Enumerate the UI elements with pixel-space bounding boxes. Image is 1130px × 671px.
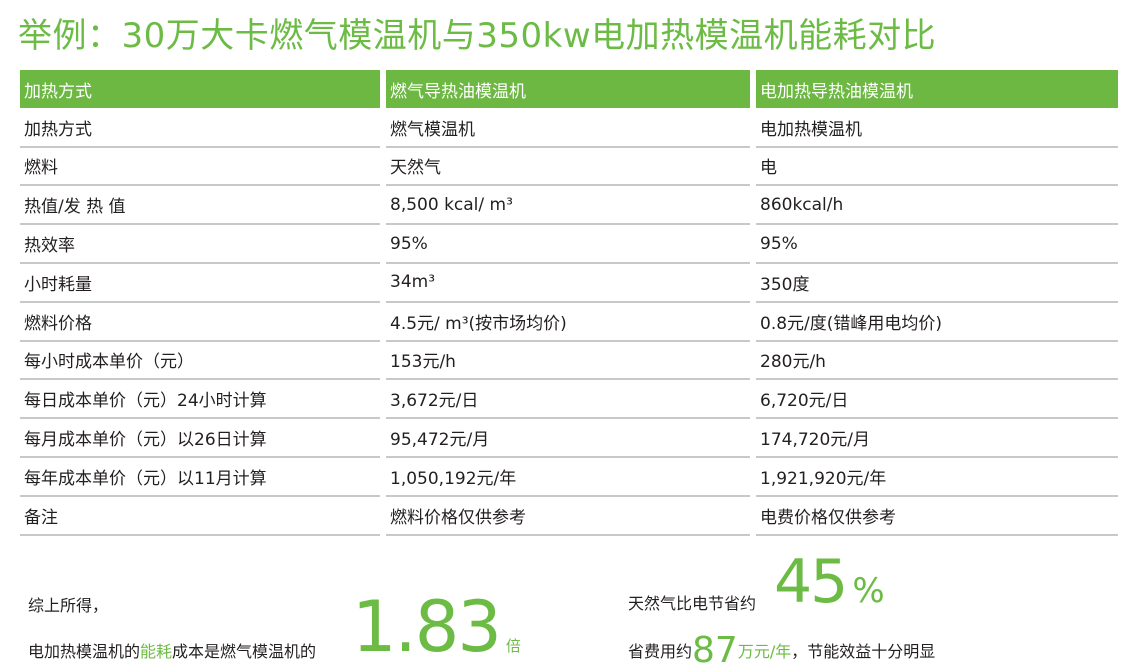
table-cell: 热效率 <box>20 225 380 264</box>
table-cell: 174,720元/月 <box>756 419 1118 458</box>
table-cell: 每月成本单价（元）以26日计算 <box>20 419 380 458</box>
table-row: 每小时成本单价（元） 153元/h 280元/h <box>20 342 1118 381</box>
table-cell: 34m³ <box>386 264 750 303</box>
text: 电加热模温机的 <box>28 642 141 661</box>
highlight: 能耗 <box>140 642 173 661</box>
cost-value: 87 <box>692 630 738 671</box>
table-row: 燃料 天然气电 <box>20 148 1118 187</box>
table-cell: 加热方式 <box>20 109 380 148</box>
table-cell: 燃料价格仅供参考 <box>386 497 750 536</box>
table-cell: 天然气 <box>386 148 750 187</box>
table-row: 小时耗量 34m³ 350度 <box>20 264 1118 303</box>
table-cell: 备注 <box>20 497 380 536</box>
save-group: 45 % <box>774 547 885 617</box>
table-row: 热效率 95% 95% <box>20 225 1118 264</box>
table-body: 加热方式 燃气模温机 电加热模温机 燃料 天然气电热值/发 热 值 8,500 kcal/… <box>20 109 1118 536</box>
table-cell: 1,050,192元/年 <box>386 458 750 497</box>
table-cell: 280元/h <box>756 342 1118 381</box>
table-cell: 小时耗量 <box>20 264 380 303</box>
cost-unit: 万元/年 <box>737 642 792 661</box>
page-title: 举例：30万大卡燃气模温机与350kw电加热模温机能耗对比 <box>18 16 937 56</box>
table-cell: 350度 <box>756 264 1118 303</box>
text: 省费用约 <box>628 642 693 661</box>
table-cell: 燃气模温机 <box>386 109 750 148</box>
table-cell: 95,472元/月 <box>386 419 750 458</box>
text: ，节能效益十分明显 <box>791 642 936 661</box>
table-cell: 电费价格仅供参考 <box>756 497 1118 536</box>
table-row: 每月成本单价（元）以26日计算 95,472元/月 174,720元/月 <box>20 419 1118 458</box>
table-cell: 6,720元/日 <box>756 380 1118 420</box>
ratio-group: 1.83 倍 <box>352 592 521 662</box>
table-cell: 1,921,920元/年 <box>756 458 1118 497</box>
table-row: 燃料价格 4.5元/ m³(按市场均价) 0.8元/度(错峰用电均价) <box>20 303 1118 342</box>
text: 成本是燃气模温机的 <box>172 642 317 661</box>
table-cell: 电 <box>756 148 1118 187</box>
ratio-value: 1.83 <box>352 586 502 668</box>
table-cell: 95% <box>386 225 750 264</box>
table-cell: 燃料 <box>20 148 380 187</box>
table-cell: 0.8元/度(错峰用电均价) <box>756 303 1118 342</box>
table-row: 每年成本单价（元）以11月计算 1,050,192元/年 1,921,920元/年 <box>20 458 1118 497</box>
table-row: 备注 燃料价格仅供参考 电费价格仅供参考 <box>20 497 1118 536</box>
summary-line2: 电加热模温机的能耗成本是燃气模温机的 <box>28 638 316 662</box>
table-cell: 860kcal/h <box>756 186 1118 226</box>
ratio-unit: 倍 <box>505 637 521 655</box>
table-cell: 8,500 kcal/ m³ <box>386 186 750 226</box>
save-percent: 45 <box>774 547 848 617</box>
percent-sign: % <box>852 571 884 611</box>
header-cell: 燃气导热油模温机 <box>386 70 750 108</box>
table-cell: 4.5元/ m³(按市场均价) <box>386 303 750 342</box>
table-cell: 95% <box>756 225 1118 264</box>
table-cell: 每日成本单价（元）24小时计算 <box>20 380 380 420</box>
table-cell: 热值/发 热 值 <box>20 186 380 226</box>
save-label: 天然气比电节省约 <box>628 594 757 613</box>
table-header: 加热方式 燃气导热油模温机 电加热导热油模温机 <box>20 70 1118 109</box>
table-cell: 153元/h <box>386 342 750 381</box>
table-cell: 每小时成本单价（元） <box>20 342 380 381</box>
summary-line1: 综上所得， <box>28 596 109 615</box>
table-row: 热值/发 热 值 8,500 kcal/ m³ 860kcal/h <box>20 186 1118 226</box>
table-row: 加热方式 燃气模温机 电加热模温机 <box>20 109 1118 148</box>
header-cell: 加热方式 <box>20 70 380 108</box>
table-cell: 3,672元/日 <box>386 380 750 420</box>
comparison-table: 加热方式 燃气导热油模温机 电加热导热油模温机 加热方式 燃气模温机 电加热模温机燃… <box>20 70 1118 536</box>
table-row: 每日成本单价（元）24小时计算 3,672元/日 6,720元/日 <box>20 380 1118 420</box>
table-cell: 电加热模温机 <box>756 109 1118 148</box>
table-cell: 燃料价格 <box>20 303 380 342</box>
cost-line: 省费用约87万元/年，节能效益十分明显 <box>628 630 935 671</box>
table-cell: 每年成本单价（元）以11月计算 <box>20 458 380 497</box>
header-cell: 电加热导热油模温机 <box>756 70 1118 108</box>
